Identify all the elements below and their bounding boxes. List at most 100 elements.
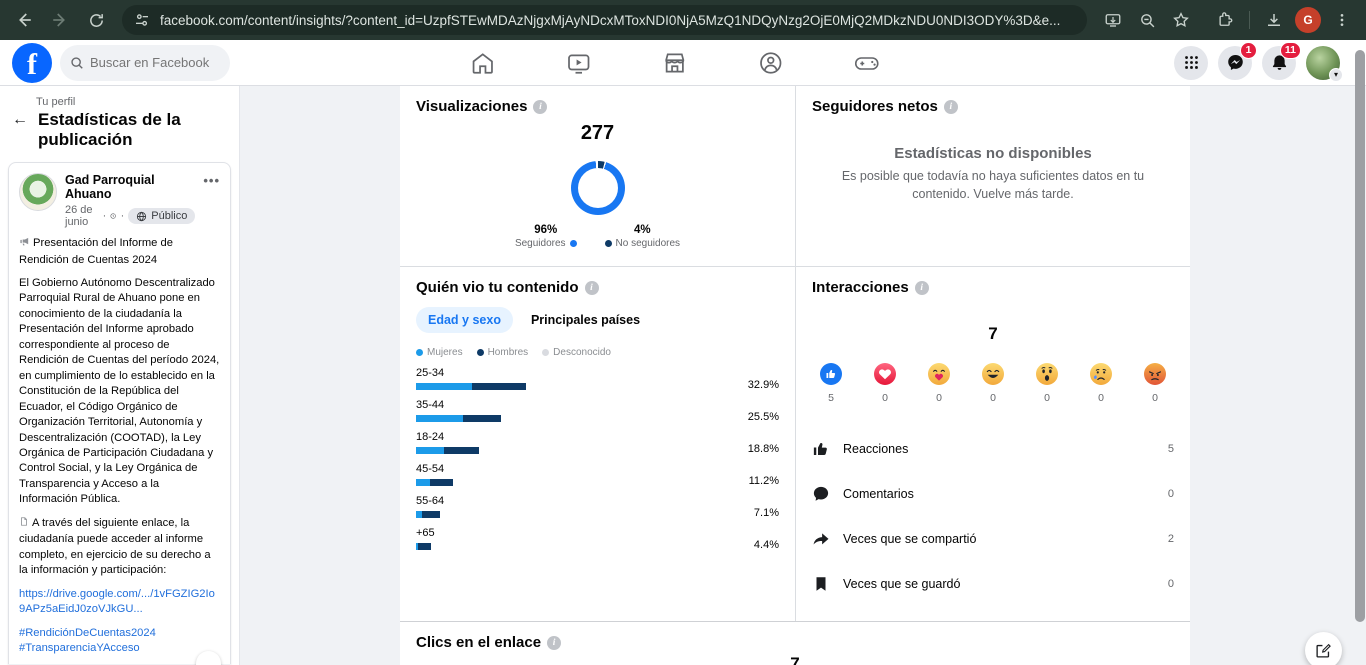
care-reaction-icon [928, 363, 950, 385]
hashtag-transparencia[interactable]: #TransparenciaYAcceso [19, 641, 140, 654]
reaction-count: 0 [990, 392, 996, 404]
audience-title: Quién vio tu contenido [416, 279, 579, 296]
nav-marketplace-tab[interactable] [661, 50, 689, 76]
site-settings-icon[interactable] [134, 12, 150, 28]
metric-saves: Veces que se guardó 0 [812, 561, 1174, 606]
audience-section: Quién vio tu contenido Edad y sexo Princ… [400, 267, 795, 621]
tab-top-countries[interactable]: Principales países [530, 313, 641, 327]
reaction-angry: 0 [1144, 363, 1166, 404]
post-paragraph-2: A través del siguiente enlace, la ciudad… [19, 516, 211, 577]
account-avatar[interactable]: ▾ [1306, 45, 1343, 82]
browser-menu-button[interactable] [1326, 4, 1358, 36]
messenger-button[interactable]: 1 [1218, 41, 1257, 80]
address-bar[interactable]: facebook.com/content/insights/?content_i… [122, 5, 1087, 35]
bar-value: 32.9% [747, 379, 779, 391]
metric-comments: Comentarios 0 [812, 471, 1174, 516]
page-avatar[interactable] [19, 173, 57, 212]
compose-post-button[interactable] [1305, 632, 1342, 665]
page-scrollbar[interactable] [1353, 40, 1366, 665]
marketplace-icon [665, 53, 685, 73]
notifications-button[interactable]: 11 [1262, 41, 1301, 80]
link-clicks-info-icon[interactable] [547, 635, 562, 650]
clock-icon [110, 213, 117, 219]
extensions-button[interactable] [1209, 4, 1241, 36]
browser-forward-button[interactable] [44, 4, 76, 36]
legend-women: Mujeres [427, 347, 463, 358]
browser-reload-button[interactable] [80, 4, 112, 36]
profile-context-label: Tu perfil [36, 96, 76, 108]
like-reaction-icon [820, 363, 842, 385]
unknown-dot-icon [542, 349, 550, 356]
privacy-label: Público [151, 210, 188, 223]
search-facebook[interactable] [60, 44, 230, 81]
drive-link[interactable]: https://drive.google.com/.../1vFGZIG2Io9… [19, 587, 215, 616]
bar-value: 18.8% [747, 443, 779, 455]
page-title: Estadísticas de la publicación [38, 110, 181, 150]
interactions-info-icon[interactable] [914, 280, 929, 295]
back-arrow-icon [19, 13, 31, 27]
bar-value: 7.1% [753, 507, 779, 519]
zoom-page-button[interactable] [1131, 4, 1163, 36]
views-info-icon[interactable] [533, 99, 548, 114]
reaction-count: 5 [828, 392, 834, 404]
interactions-title: Interacciones [812, 279, 909, 296]
legend-men: Hombres [487, 347, 529, 358]
facebook-logo[interactable]: f [12, 42, 52, 83]
edit-pencil-icon [1316, 643, 1331, 658]
reaction-wow: 0 [1036, 363, 1058, 404]
views-donut-chart [570, 161, 625, 215]
views-section: Visualizaciones 277 96% Seguidores 4% [400, 86, 795, 266]
chevron-down-icon: ▾ [1329, 67, 1343, 82]
reaction-love: 0 [874, 363, 896, 404]
apps-menu-button[interactable] [1174, 45, 1208, 80]
views-total: 277 [580, 122, 615, 144]
hashtag-rendicion[interactable]: #RendiciónDeCuentas2024 [19, 626, 156, 639]
url-text: facebook.com/content/insights/?content_i… [160, 12, 1061, 28]
downloads-button[interactable] [1258, 4, 1290, 36]
facebook-header-actions: 1 11 ▾ [1174, 41, 1354, 82]
interactions-section: Interacciones 7 5 0 [795, 267, 1190, 621]
scrollbar-thumb[interactable] [1355, 50, 1365, 622]
age-gender-chart: 25-34 32.9% 35-44 25.5% 18-24 18. [416, 367, 779, 551]
audience-info-icon[interactable] [584, 280, 599, 295]
nav-groups-tab[interactable] [757, 50, 785, 76]
followers-pct: 96% [534, 224, 558, 236]
link-clicks-section: Clics en el enlace 7 [400, 622, 1190, 665]
notifications-badge: 11 [1279, 41, 1301, 59]
bar-label: 45-54 [416, 463, 445, 475]
globe-icon [137, 211, 147, 221]
privacy-badge: Público [128, 208, 196, 225]
tab-age-gender[interactable]: Edad y sexo [416, 307, 513, 333]
search-input[interactable] [90, 55, 210, 70]
link-info-button[interactable] [196, 651, 221, 665]
metric-value: 2 [1167, 532, 1174, 545]
back-button[interactable]: ← [12, 111, 28, 128]
bar-row-35-44: 35-44 25.5% [416, 399, 779, 423]
megaphone-icon [19, 236, 30, 252]
followers-label: Seguidores [514, 238, 566, 249]
net-followers-info-icon[interactable] [943, 99, 958, 114]
cast-to-device-button[interactable] [1097, 4, 1129, 36]
nav-home-tab[interactable] [469, 50, 497, 76]
bell-icon [1272, 55, 1286, 70]
bookmark-button[interactable] [1165, 4, 1197, 36]
wow-reaction-icon [1036, 363, 1058, 385]
haha-reaction-icon [982, 363, 1004, 385]
post-options-button[interactable]: ••• [203, 173, 220, 189]
nav-gaming-tab[interactable] [853, 50, 881, 76]
stats-unavailable-title: Estadísticas no disponibles [894, 145, 1092, 162]
nav-watch-tab[interactable] [565, 50, 593, 76]
meta-separator: · [102, 210, 107, 223]
post-author[interactable]: Gad Parroquial Ahuano [65, 173, 155, 202]
home-icon [472, 53, 493, 74]
bar-value: 11.2% [748, 475, 779, 487]
browser-back-button[interactable] [8, 4, 40, 36]
forward-arrow-icon [53, 13, 65, 27]
net-followers-title: Seguidores netos [812, 98, 938, 115]
watch-video-icon [568, 54, 590, 74]
post-date[interactable]: 26 de junio [65, 204, 93, 229]
browser-profile-button[interactable]: G [1292, 4, 1324, 36]
interaction-metrics-list: Reacciones 5 Comentarios 0 Veces que se … [812, 426, 1174, 606]
browser-toolbar: facebook.com/content/insights/?content_i… [0, 0, 1366, 40]
toolbar-divider [1249, 11, 1250, 29]
